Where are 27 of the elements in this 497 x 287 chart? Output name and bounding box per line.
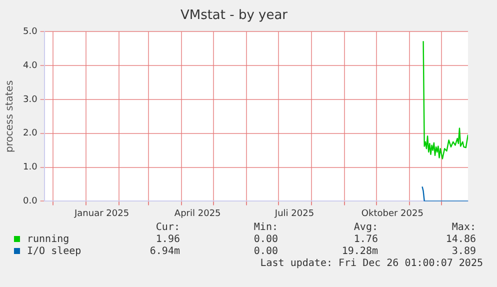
text: 0.00 [254, 234, 278, 245]
text: Max: [452, 222, 476, 233]
x-tick-label: Oktober 2025 [361, 208, 424, 219]
text: 6.94m [150, 246, 180, 257]
text: Avg: [354, 222, 378, 233]
text: Cur: [156, 222, 180, 233]
x-tick-label: Januar 2025 [74, 208, 130, 219]
legend-label: I/O sleep [27, 246, 82, 257]
y-tick-label: 1.0 [22, 162, 38, 173]
text: 0.00 [254, 246, 278, 257]
text: 1.96 [156, 234, 180, 245]
x-tick-label: April 2025 [174, 208, 221, 219]
text: 19.28m [342, 246, 378, 257]
text: Min: [254, 222, 278, 233]
y-tick-label: 2.0 [22, 128, 38, 139]
y-tick-label: 0.0 [22, 196, 38, 207]
legend-label: running [27, 234, 70, 245]
y-tick-label: 4.0 [22, 60, 38, 71]
y-axis-title: process states [4, 80, 16, 152]
text: 3.89 [452, 246, 476, 257]
y-tick-label: 5.0 [22, 26, 38, 37]
text: 14.86 [446, 234, 476, 245]
text: 1.76 [354, 234, 378, 245]
text: Last update: Fri Dec 26 01:00:07 2025 [260, 258, 483, 269]
y-tick-label: 3.0 [22, 94, 38, 105]
x-tick-label: Juli 2025 [274, 208, 314, 219]
chart-title: VMstat - by year [180, 8, 288, 24]
